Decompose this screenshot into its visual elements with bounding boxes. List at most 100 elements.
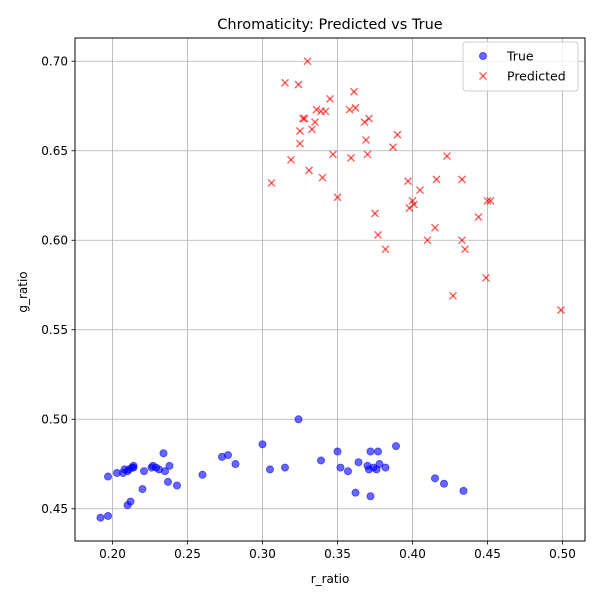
point-true [163,477,172,486]
point-predicted [448,291,458,300]
point-true [430,474,439,483]
point-true [373,447,382,456]
point-predicted [486,196,495,205]
point-predicted [295,139,305,148]
point-predicted [351,103,360,112]
x-axis-label: r_ratio [311,572,350,586]
point-predicted [298,114,308,123]
point-true [294,415,303,424]
point-true [316,456,325,465]
point-predicted [295,127,305,136]
point-predicted [442,152,452,161]
point-true [172,481,181,490]
point-predicted [460,245,470,254]
point-predicted [457,175,467,184]
point-predicted [286,155,296,164]
point-predicted [474,212,483,222]
point-predicted [312,105,321,114]
point-true [223,451,232,460]
x-tick-label: 0.30 [249,547,276,561]
point-predicted [280,78,290,87]
point-predicted [303,57,312,66]
point-predicted [393,130,402,139]
point-true [459,486,468,495]
point-predicted [457,236,467,245]
point-predicted [310,118,320,127]
point-true [439,479,448,488]
point-true [354,458,363,467]
point-true [104,511,113,520]
x-tick-label: 0.40 [399,547,426,561]
point-predicted [373,230,383,239]
point-predicted [325,94,335,103]
point-predicted [481,273,491,282]
point-true [333,447,342,456]
point-true [231,460,240,469]
legend-marker-predicted [478,71,488,81]
point-predicted [415,186,425,195]
point-true [104,472,113,481]
legend-box [462,41,579,92]
point-predicted [349,87,359,96]
point-predicted [267,178,276,188]
point-true [391,442,400,451]
point-true [336,463,345,472]
point-true [139,467,148,476]
point-true [126,497,135,506]
point-true [160,467,169,476]
legend-label-true: True [506,49,534,64]
point-predicted [304,166,314,175]
y-tick-label: 0.70 [41,55,68,69]
point-predicted [321,107,330,116]
x-tick-label: 0.35 [324,547,351,561]
point-predicted [363,150,372,159]
point-true [258,440,267,449]
x-tick-label: 0.25 [174,547,201,561]
point-true [165,461,174,470]
legend: True Predicted [462,41,579,92]
point-true [351,488,360,497]
point-predicted [423,236,432,245]
y-axis-label: g_ratio [16,271,30,312]
point-true [96,513,105,522]
legend-label-predicted: Predicted [507,69,566,84]
point-true [366,447,375,456]
point-predicted [409,200,419,209]
point-true [375,460,384,469]
point-true [381,463,390,472]
point-true [343,467,352,476]
point-predicted [430,223,440,232]
point-predicted [328,150,338,159]
point-predicted [318,173,327,182]
point-predicted [346,153,356,162]
x-tick-label: 0.45 [474,547,501,561]
point-predicted [361,136,371,145]
y-tick-label: 0.60 [41,234,68,248]
point-predicted [333,193,342,202]
point-predicted [403,177,413,186]
point-predicted [294,80,303,89]
point-predicted [432,175,441,184]
data-points [96,57,566,522]
point-true [366,492,375,501]
point-true [138,485,147,494]
y-axis-ticks: 0.45 0.50 0.55 0.60 0.65 0.70 [41,55,75,516]
point-true [159,449,168,458]
point-predicted [370,209,380,218]
y-tick-label: 0.65 [41,144,68,158]
point-predicted [364,114,374,123]
y-tick-label: 0.55 [41,323,68,337]
point-true [265,465,274,474]
point-predicted [345,105,354,114]
x-tick-label: 0.50 [549,547,576,561]
point-predicted [307,125,317,134]
point-predicted [556,306,566,315]
point-true [280,463,289,472]
y-tick-label: 0.50 [41,413,68,427]
point-true [198,470,207,479]
point-predicted [300,114,309,123]
point-true [129,463,138,472]
point-predicted [388,143,398,152]
chart-title: Chromaticity: Predicted vs True [217,17,443,33]
plot-frame [74,37,586,542]
